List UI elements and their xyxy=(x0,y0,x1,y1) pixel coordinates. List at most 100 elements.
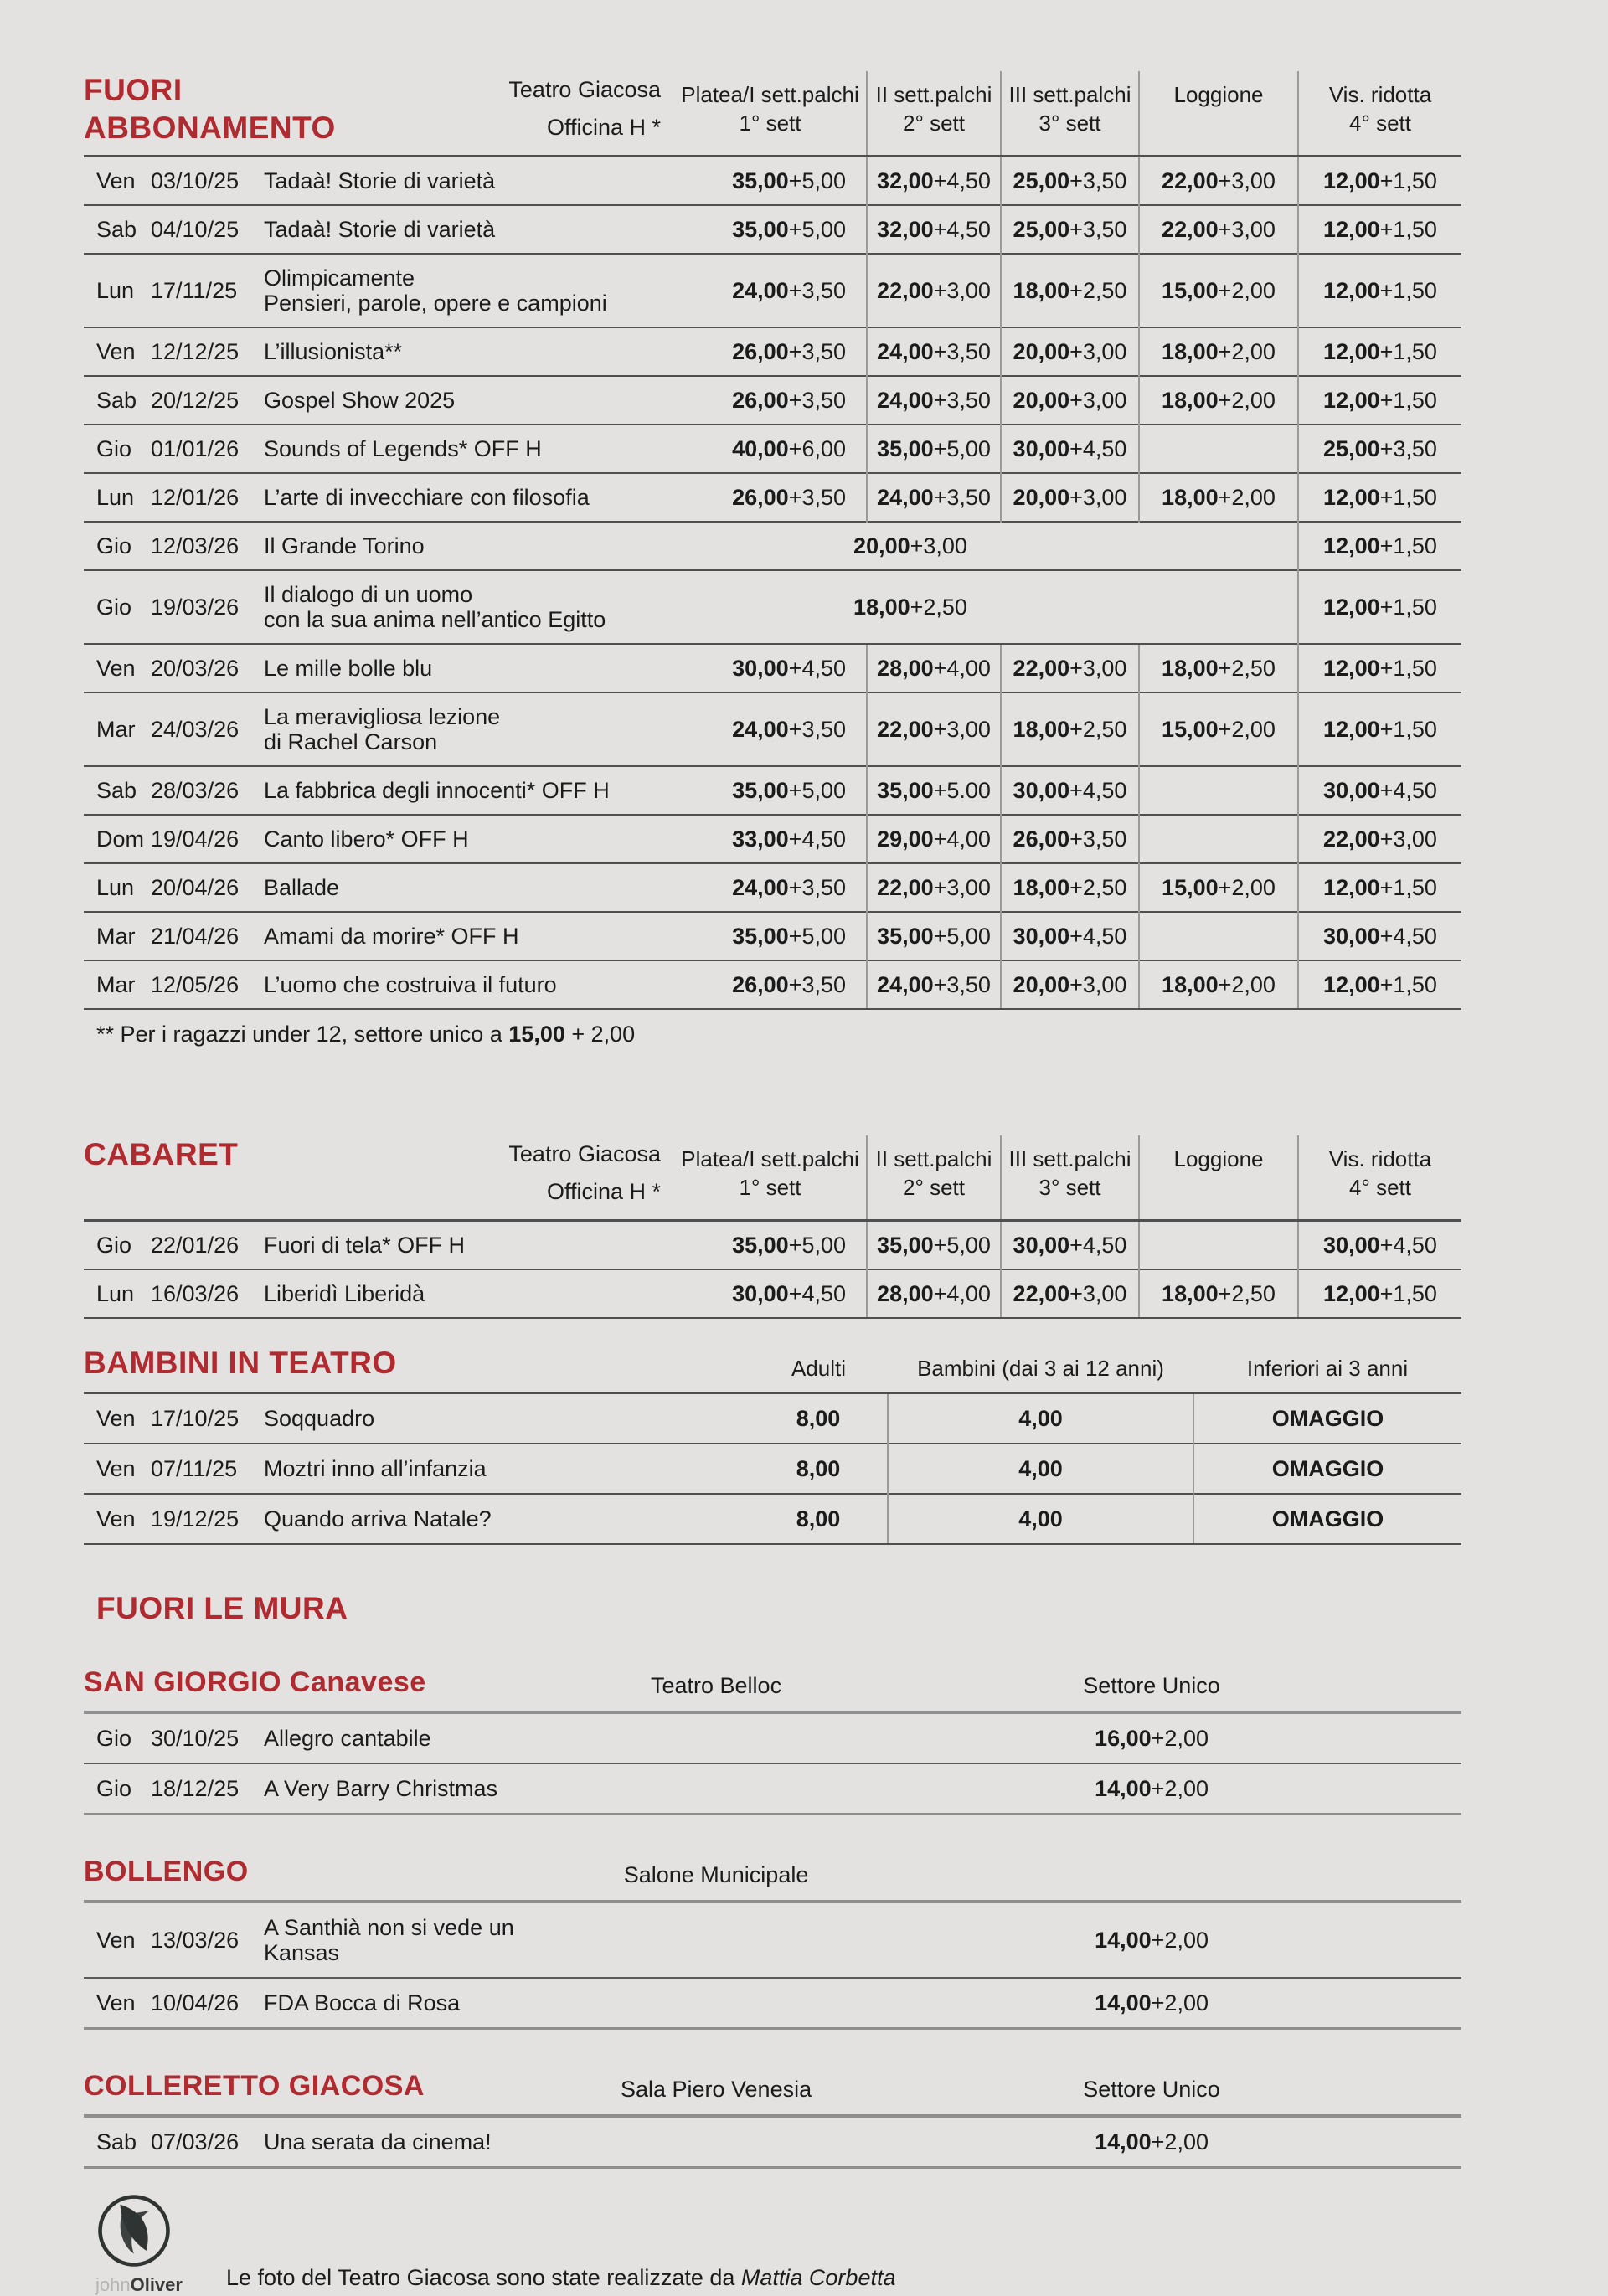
price-cell: 26,00+3,50 xyxy=(1000,814,1139,863)
under-12-footnote: ** Per i ragazzi under 12, settore unico… xyxy=(96,1022,636,1047)
show-date: 19/03/26 xyxy=(151,569,264,644)
price-column-header: III sett.palchi 3° sett xyxy=(1000,1135,1139,1222)
price-cell: 26,00+3,50 xyxy=(674,327,867,376)
price-cell: 22,00+3,00 xyxy=(1138,156,1298,205)
section-fuori-le-mura-venues: SAN GIORGIO Canavese Teatro Belloc Settore… xyxy=(84,1666,1462,2169)
price-cell: 32,00+4,50 xyxy=(866,156,1001,205)
show-day: Ven xyxy=(96,1406,136,1431)
price-column-header: Platea/I sett.palchi 1° sett xyxy=(674,1135,867,1222)
show-title: Il dialogo di un uomo con la sua anima ne… xyxy=(264,569,674,644)
venue-name: Sala Piero Venesia xyxy=(590,2070,843,2118)
price-cell xyxy=(1138,424,1298,473)
sector-column-header xyxy=(842,1856,1462,1903)
price-cell: 32,00+4,50 xyxy=(866,204,1001,254)
price-cell xyxy=(1138,814,1298,863)
price-cell: 14,00+2,00 xyxy=(1095,1928,1209,1953)
section-header-cell: BAMBINI IN TEATRO xyxy=(84,1344,750,1394)
price-cell-vis-ridotta: 12,00+1,50 xyxy=(1297,569,1461,644)
price-cell: OMAGGIO xyxy=(1193,1443,1461,1494)
show-title: Soqquadro xyxy=(264,1406,375,1431)
show-date: 17/10/25 xyxy=(151,1406,240,1431)
show-title: Allegro cantabile xyxy=(264,1726,431,1751)
price-cell: 35,00+5,00 xyxy=(866,1220,1001,1269)
price-cell: 26,00+3,50 xyxy=(674,960,867,1010)
show-title: Amami da morire* OFF H xyxy=(264,911,674,960)
price-cell xyxy=(1138,911,1298,960)
show-date: 30/10/25 xyxy=(151,1726,240,1751)
show-date: 12/01/26 xyxy=(151,472,264,522)
price-cell: 26,00+3,50 xyxy=(674,472,867,522)
price-cell xyxy=(1138,765,1298,815)
price-cell: 24,00+3,50 xyxy=(866,472,1001,522)
show-date: 12/05/26 xyxy=(151,960,264,1010)
price-cell: 30,00+4,50 xyxy=(1297,1220,1461,1269)
show-date: 20/12/25 xyxy=(151,375,264,425)
price-column-header: Inferiori ai 3 anni xyxy=(1193,1344,1461,1394)
price-cell: 8,00 xyxy=(796,1406,841,1431)
logo-wordmark: johnOliver xyxy=(95,2274,183,2296)
show-row: Mar 24/03/26 La meravigliosa lezione di Rac… xyxy=(84,692,1461,766)
show-day: Sab xyxy=(84,2116,151,2169)
show-day: Ven xyxy=(96,168,136,193)
venue-section-title: COLLERETTO GIACOSA xyxy=(84,2070,591,2118)
venue-name: Salone Municipale xyxy=(590,1856,843,1903)
section-cabaret: CABARET Teatro Giacosa Officina H * Platea/… xyxy=(84,1135,1461,1319)
price-cell: 29,00+4,00 xyxy=(866,814,1001,863)
price-cell: 12,00+1,50 xyxy=(1297,643,1461,692)
price-cell: 22,00+3,00 xyxy=(1000,643,1139,692)
logo-word-oliver: Oliver xyxy=(130,2274,183,2295)
show-row: Gio 18/12/25 A Very Barry Christmas 14,00+2… xyxy=(84,1763,1462,1815)
show-row: Lun 20/04/26 Ballade 24,00+3,50 22,00+3,00 18… xyxy=(84,862,1461,912)
pricing-table-fuori-abbonamento: FUORI ABBONAMENTO Teatro Giacosa Officina H… xyxy=(84,71,1461,1010)
photographer-name: Mattia Corbetta xyxy=(740,2265,896,2290)
spacer-cell xyxy=(590,2116,843,2169)
price-cell: 12,00+1,50 xyxy=(1297,156,1461,205)
pricing-table-san-giorgio: SAN GIORGIO Canavese Teatro Belloc Settore… xyxy=(84,1666,1462,1815)
price-cell: 12,00+1,50 xyxy=(1297,862,1461,912)
price-cell: 14,00+2,00 xyxy=(842,1763,1462,1815)
price-cell: 22,00+3,00 xyxy=(1297,814,1461,863)
show-row: Mar 12/05/26 L’uomo che costruiva il futur… xyxy=(84,960,1461,1010)
price-cell: 18,00+2,00 xyxy=(1138,375,1298,425)
price-cell: 12,00+1,50 xyxy=(1297,472,1461,522)
price-cell: 12,00+1,50 xyxy=(1297,375,1461,425)
venue-label: Teatro Giacosa Officina H * xyxy=(508,1141,661,1204)
show-row: Gio 19/03/26 Il dialogo di un uomo con la s… xyxy=(84,569,1461,644)
show-day: Lun xyxy=(84,1269,151,1319)
show-row: Ven 20/03/26 Le mille bolle blu 30,00+4,50 2… xyxy=(84,643,1461,692)
price-cell: 30,00+4,50 xyxy=(674,1269,867,1319)
venue-section-title: SAN GIORGIO Canavese xyxy=(84,1666,591,1714)
price-cell: 18,00+2,00 xyxy=(1138,327,1298,376)
price-cell: 12,00+1,50 xyxy=(1297,204,1461,254)
show-row: Sab 28/03/26 La fabbrica degli innocenti* … xyxy=(84,765,1461,815)
show-title: Moztri inno all’infanzia xyxy=(264,1443,750,1494)
show-date: 18/12/25 xyxy=(151,1763,264,1815)
show-row: Ven 03/10/25 Tadaà! Storie di varietà 35,00… xyxy=(84,156,1461,205)
show-title: FDA Bocca di Rosa xyxy=(264,1977,591,2030)
section-title: BAMBINI IN TEATRO xyxy=(84,1346,397,1380)
price-cell: 26,00+3,50 xyxy=(674,375,867,425)
show-row: Lun 17/11/25 Olimpicamente Pensieri, parole… xyxy=(84,253,1461,327)
price-cell: 12,00+1,50 xyxy=(1297,960,1461,1010)
price-cell: 24,00+3,50 xyxy=(866,375,1001,425)
price-cell: 12,00+1,50 xyxy=(1297,327,1461,376)
price-cell: 20,00+3,00 xyxy=(1000,960,1139,1010)
price-cell: 30,00+4,50 xyxy=(1000,424,1139,473)
price-cell: 24,00+3,50 xyxy=(674,862,867,912)
price-cell: 18,00+2,50 xyxy=(1000,862,1139,912)
show-title: L’uomo che costruiva il futuro xyxy=(264,960,674,1010)
price-cell: 22,00+3,00 xyxy=(866,253,1001,327)
price-cell: 15,00+2,00 xyxy=(1138,253,1298,327)
price-cell: 15,00+2,00 xyxy=(1138,862,1298,912)
show-row: Ven 07/11/25 Moztri inno all’infanzia 8,00 4… xyxy=(84,1443,1461,1494)
show-title: Ballade xyxy=(264,862,674,912)
price-cell: 35,00+5,00 xyxy=(866,911,1001,960)
price-cell: 20,00+3,00 xyxy=(1000,327,1139,376)
price-cell: 24,00+3,50 xyxy=(674,253,867,327)
price-cell: 35,00+5.00 xyxy=(866,765,1001,815)
show-day: Lun xyxy=(84,472,151,522)
show-date: 28/03/26 xyxy=(151,765,264,815)
price-cell: 25,00+3,50 xyxy=(1000,156,1139,205)
show-date: 24/03/26 xyxy=(151,692,264,766)
